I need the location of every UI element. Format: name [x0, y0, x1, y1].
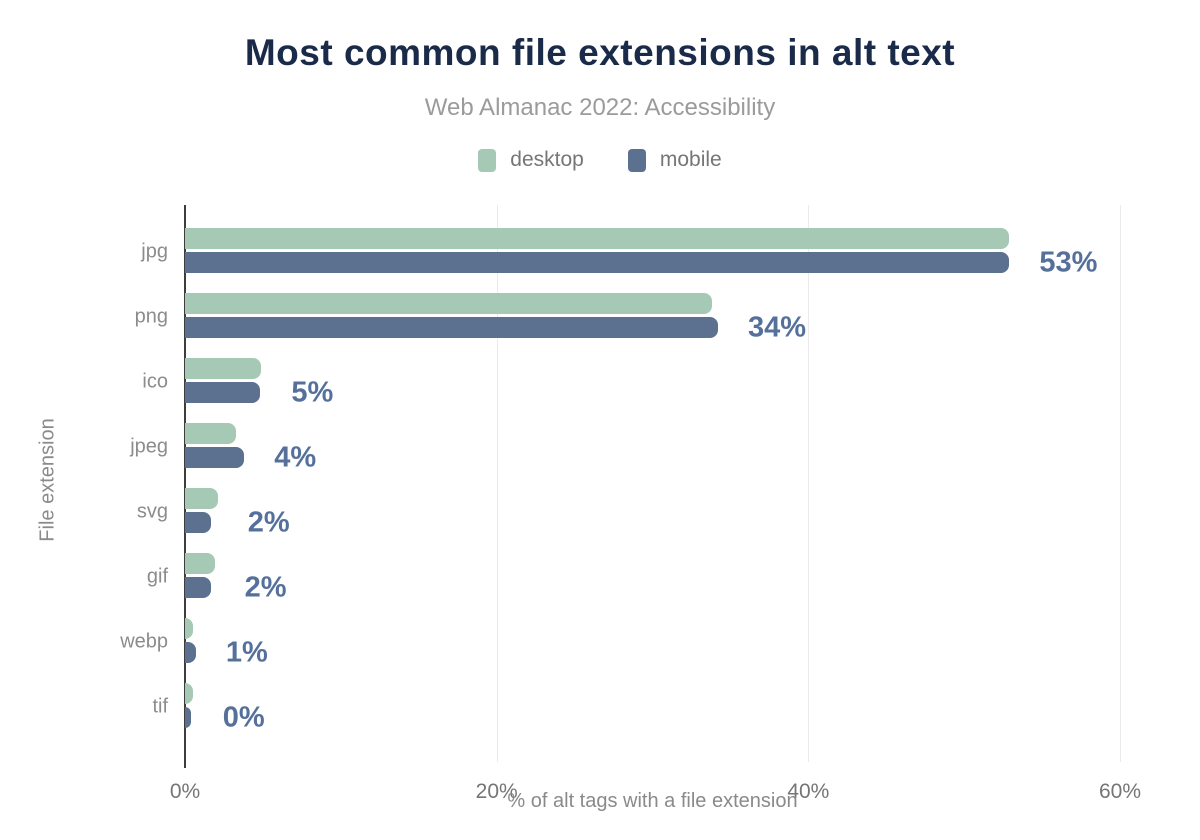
chart-title: Most common file extensions in alt text — [244, 32, 956, 73]
plot-area: jpg 53% png 34% ico 5% jpeg 4% svg 2% gif 2% webp 1% t… — [120, 205, 1141, 803]
value-label-jpg: 53% — [1039, 246, 1098, 278]
value-label-png: 34% — [747, 311, 806, 343]
legend: desktop mobile — [0, 148, 1200, 172]
value-label-webp: 1% — [225, 636, 268, 668]
value-label-svg: 2% — [247, 506, 290, 538]
bar-desktop-tif[interactable] — [185, 683, 193, 704]
bar-desktop-ico[interactable] — [185, 358, 262, 379]
bar-desktop-gif[interactable] — [185, 553, 215, 574]
legend-label: desktop — [510, 148, 584, 171]
bar-mobile-gif[interactable] — [185, 577, 212, 598]
bar-mobile-svg[interactable] — [185, 512, 212, 533]
legend-swatch-mobile — [627, 148, 646, 172]
x-tick-label-20: 20% — [475, 780, 518, 803]
category-label-webp: webp — [120, 630, 168, 652]
chart-subtitle: Web Almanac 2022: Accessibility — [424, 94, 776, 121]
category-label-gif: gif — [146, 565, 168, 587]
y-axis-title: File extension — [36, 418, 59, 542]
bar-desktop-webp[interactable] — [185, 618, 193, 639]
gridline-40 — [808, 205, 810, 762]
value-label-jpeg: 4% — [274, 441, 317, 473]
x-tick-label-0: 0% — [169, 780, 201, 803]
category-label-png: png — [134, 305, 168, 327]
gridline-20 — [496, 205, 498, 762]
x-tick-label-60: 60% — [1098, 780, 1142, 803]
bar-desktop-png[interactable] — [185, 293, 712, 314]
category-label-jpg: jpg — [141, 240, 168, 262]
legend-swatch-desktop — [478, 148, 497, 172]
bar-mobile-jpeg[interactable] — [185, 447, 245, 468]
category-label-tif: tif — [152, 695, 168, 717]
value-label-tif: 0% — [222, 701, 265, 733]
category-label-jpeg: jpeg — [130, 435, 168, 457]
bar-mobile-webp[interactable] — [185, 642, 196, 663]
x-axis-title: % of alt tags with a file extension — [507, 790, 798, 812]
category-label-ico: ico — [142, 370, 168, 392]
y-axis-line — [184, 205, 186, 768]
bar-mobile-jpg[interactable] — [185, 252, 1010, 273]
bar-desktop-jpg[interactable] — [185, 228, 1010, 249]
value-label-gif: 2% — [244, 571, 287, 603]
legend-item-mobile[interactable]: mobile — [627, 148, 722, 172]
category-label-svg: svg — [136, 500, 168, 522]
legend-item-desktop[interactable]: desktop — [478, 148, 584, 172]
bar-desktop-svg[interactable] — [185, 488, 218, 509]
bar-mobile-png[interactable] — [185, 317, 718, 338]
legend-label: mobile — [659, 148, 722, 171]
x-tick-label-40: 40% — [787, 780, 830, 803]
bar-mobile-tif[interactable] — [185, 707, 192, 728]
bar-mobile-ico[interactable] — [185, 382, 260, 403]
gridline-60 — [1120, 205, 1121, 762]
value-label-ico: 5% — [291, 376, 334, 408]
bar-desktop-jpeg[interactable] — [185, 423, 237, 444]
